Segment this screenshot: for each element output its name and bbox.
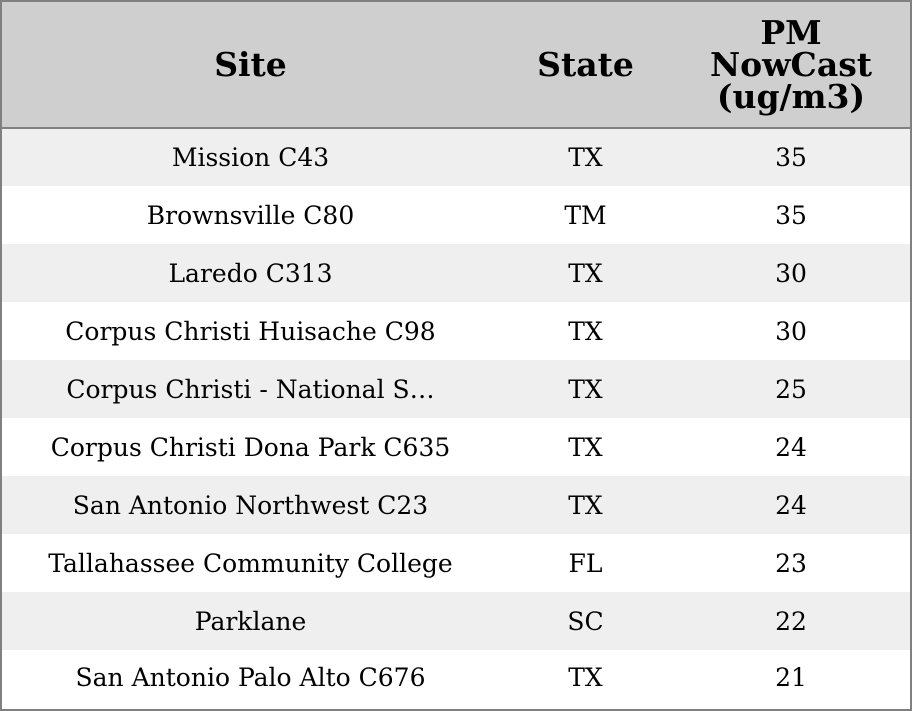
header-row: Site State PM NowCast (ug/m3) [2, 2, 910, 129]
cell-site: Corpus Christi - National S… [66, 374, 435, 404]
cell-state: SC [567, 606, 604, 636]
column-header-pm-nowcast-label: PM NowCast (ug/m3) [709, 12, 873, 116]
cell-site: Tallahassee Community College [48, 548, 453, 578]
cell-pm-nowcast: 35 [775, 143, 807, 172]
table-body: Mission C43 TX 35 Brownsville C80 TM 35 Laredo… [2, 128, 910, 705]
cell-state: FL [568, 548, 603, 578]
cell-site: Laredo C313 [168, 258, 333, 288]
cell-pm-nowcast: 24 [775, 490, 807, 520]
table-row[interactable]: San Antonio Palo Alto C676 TX 21 [2, 650, 910, 705]
column-header-site[interactable]: Site [2, 2, 499, 129]
cell-state: TX [568, 490, 603, 520]
cell-site: Parklane [194, 606, 307, 636]
cell-pm-nowcast: 35 [775, 200, 807, 230]
table-row[interactable]: Parklane SC 22 [2, 592, 910, 650]
cell-pm-nowcast: 30 [775, 316, 807, 346]
cell-state: TX [568, 316, 603, 346]
cell-pm-nowcast: 21 [775, 663, 807, 692]
table-row[interactable]: Corpus Christi Dona Park C635 TX 24 [2, 418, 910, 476]
table-row[interactable]: Corpus Christi Huisache C98 TX 30 [2, 302, 910, 360]
cell-pm-nowcast: 30 [775, 258, 807, 288]
table-header: Site State PM NowCast (ug/m3) [2, 2, 910, 129]
cell-site: Mission C43 [171, 143, 330, 172]
cell-pm-nowcast: 24 [775, 432, 807, 462]
cell-site: Brownsville C80 [146, 200, 355, 230]
table-row[interactable]: San Antonio Northwest C23 TX 24 [2, 476, 910, 534]
table-row[interactable]: Brownsville C80 TM 35 [2, 186, 910, 244]
table-row[interactable]: Tallahassee Community College FL 23 [2, 534, 910, 592]
cell-pm-nowcast: 23 [775, 548, 807, 578]
cell-site: San Antonio Palo Alto C676 [75, 663, 426, 692]
cell-site: Corpus Christi Huisache C98 [65, 316, 436, 346]
table-row[interactable]: Mission C43 TX 35 [2, 128, 910, 186]
cell-state: TX [568, 143, 603, 172]
cell-site: Corpus Christi Dona Park C635 [50, 432, 451, 462]
cell-state: TM [564, 200, 607, 230]
column-header-state[interactable]: State [499, 2, 672, 129]
column-header-pm-nowcast[interactable]: PM NowCast (ug/m3) [672, 2, 910, 129]
table-row[interactable]: Laredo C313 TX 30 [2, 244, 910, 302]
cell-state: TX [568, 258, 603, 288]
table-row[interactable]: Corpus Christi - National S… TX 25 [2, 360, 910, 418]
cell-state: TX [568, 432, 603, 462]
cell-site: San Antonio Northwest C23 [72, 490, 429, 520]
cell-pm-nowcast: 22 [775, 606, 807, 636]
cell-state: TX [568, 374, 603, 404]
cell-state: TX [568, 663, 603, 692]
cell-pm-nowcast: 25 [775, 374, 807, 404]
